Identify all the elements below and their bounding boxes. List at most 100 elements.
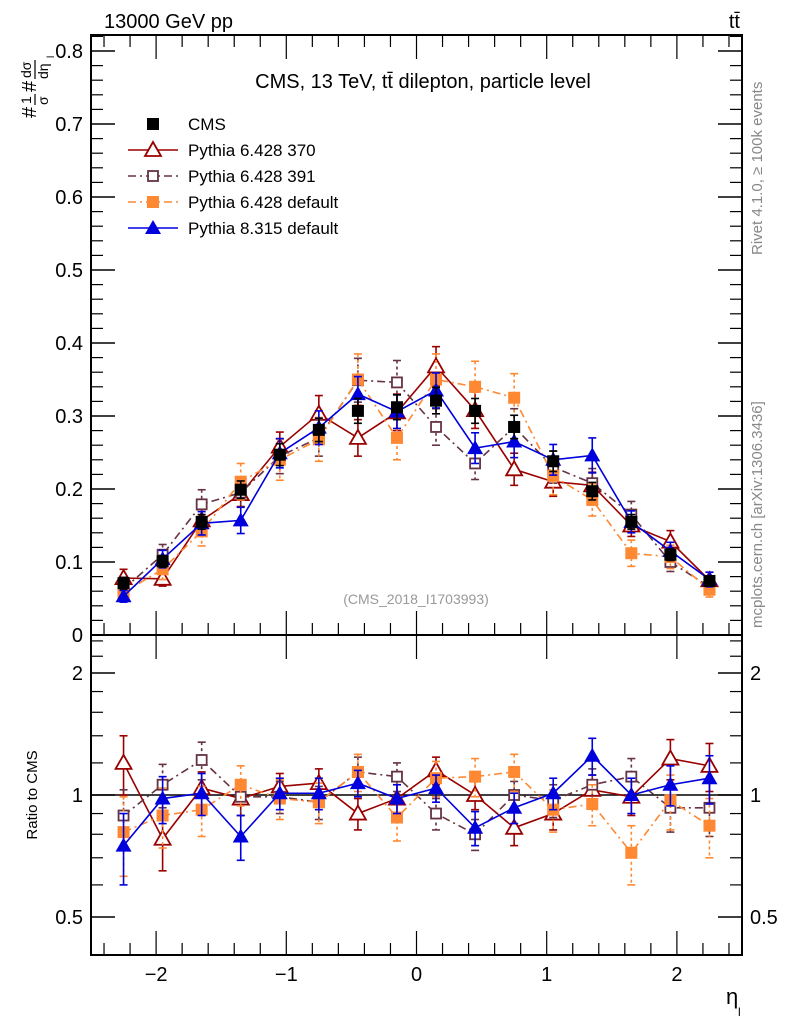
- data-point: [625, 846, 638, 859]
- analysis-tag: (CMS_2018_I1703993): [343, 591, 489, 607]
- rivet-label: Rivet 4.1.0, ≥ 100k events: [749, 82, 766, 255]
- y-axis-title-ratio: Ratio to CMS: [24, 750, 41, 839]
- ratio-series-pythia-8-315-default: [115, 737, 718, 886]
- data-point: [195, 515, 208, 528]
- svg-text:l: l: [738, 1005, 741, 1019]
- data-point: [390, 431, 403, 444]
- svg-text:σ: σ: [35, 96, 51, 105]
- data-point: [156, 555, 169, 568]
- data-point: [390, 811, 403, 824]
- legend-marker: [147, 170, 159, 182]
- data-point: [234, 778, 247, 791]
- data-point: [388, 790, 405, 805]
- data-point: [113, 753, 134, 770]
- data-point: [547, 455, 560, 468]
- x-tick-label: 1: [541, 964, 552, 986]
- x-axis-title: η l: [726, 984, 741, 1019]
- data-point: [660, 748, 680, 766]
- data-point: [154, 790, 171, 805]
- data-point: [662, 776, 679, 791]
- data-point: [193, 785, 210, 800]
- beam-label: 13000 GeV pp: [104, 11, 233, 33]
- data-point: [391, 770, 403, 783]
- data-point: [586, 798, 599, 811]
- legend-item: CMS: [147, 115, 226, 134]
- svg-text:dσ: dσ: [18, 61, 34, 78]
- data-point: [467, 819, 484, 834]
- ratio-y-tick-label: 1: [72, 785, 83, 807]
- legend-label: Pythia 6.428 370: [188, 141, 316, 160]
- data-point: [508, 391, 521, 404]
- x-tick-label: 0: [411, 964, 422, 986]
- y-axis-title-main: # 1 σ # dσ dη l: [18, 56, 57, 118]
- data-point: [430, 421, 442, 433]
- legend-marker: [147, 196, 159, 208]
- main-series-pythia-6-428-default: [117, 353, 716, 602]
- x-tick-label: −2: [145, 964, 168, 986]
- data-point: [625, 515, 638, 528]
- y-tick-label: 0.1: [55, 552, 83, 574]
- ratio-y-tick-label: 0.5: [55, 907, 83, 929]
- data-point: [469, 404, 482, 417]
- series-line: [122, 754, 710, 847]
- y-tick-label: 0.8: [55, 41, 83, 63]
- data-point: [508, 420, 521, 433]
- y-tick-label: 0.6: [55, 187, 83, 209]
- data-point: [351, 404, 364, 417]
- legend-item: Pythia 6.428 391: [128, 167, 316, 186]
- data-point: [469, 770, 482, 783]
- svg-text:l: l: [46, 56, 57, 58]
- legend-item: Pythia 6.428 370: [128, 140, 316, 160]
- data-point: [508, 765, 521, 778]
- x-tick-label: −1: [275, 964, 298, 986]
- main-series-pythia-8-315-default: [115, 372, 718, 603]
- data-point: [703, 574, 716, 587]
- y-tick-label: 0.5: [55, 260, 83, 282]
- legend-marker: [143, 140, 163, 157]
- data-point: [506, 799, 523, 814]
- ratio-y-tick-label: 2: [72, 663, 83, 685]
- svg-text:η: η: [726, 984, 738, 1009]
- data-point: [469, 380, 482, 393]
- data-point: [195, 498, 208, 511]
- data-point: [232, 828, 249, 843]
- legend-marker: [145, 220, 161, 234]
- data-point: [586, 485, 599, 498]
- mcplots-label: mcplots.cern.ch [arXiv:1306.3436]: [749, 401, 766, 628]
- data-point: [349, 775, 366, 790]
- series-line: [123, 378, 710, 594]
- data-point: [545, 785, 562, 800]
- legend-label: Pythia 6.428 default: [188, 193, 339, 212]
- y-tick-label: 0.4: [55, 333, 83, 355]
- data-point: [348, 428, 368, 445]
- ratio-y-tick-label: 1: [750, 785, 761, 807]
- data-point: [664, 548, 677, 561]
- data-point: [504, 459, 524, 477]
- series-line: [122, 389, 710, 597]
- x-tick-label: 2: [671, 964, 682, 986]
- series-line: [123, 379, 710, 590]
- data-point: [430, 394, 443, 407]
- y-tick-label: 0.2: [55, 479, 83, 501]
- data-point: [584, 747, 601, 762]
- data-point: [625, 547, 638, 560]
- data-point: [115, 837, 132, 852]
- legend-label: Pythia 6.428 391: [188, 167, 316, 186]
- svg-text:1: 1: [18, 96, 34, 104]
- svg-text:#: #: [19, 80, 41, 92]
- legend-label: CMS: [188, 115, 226, 134]
- legend-item: Pythia 8.315 default: [128, 219, 339, 238]
- legend-item: Pythia 6.428 default: [128, 193, 339, 212]
- process-label: tt̄: [729, 11, 741, 33]
- data-point: [504, 817, 524, 835]
- ratio-y-tick-label: 2: [750, 663, 761, 685]
- main-series-pythia-6-428-391: [117, 357, 716, 598]
- data-point: [115, 588, 132, 603]
- data-point: [232, 512, 249, 527]
- data-point: [234, 483, 247, 496]
- data-point: [430, 807, 442, 820]
- svg-text:dη: dη: [35, 63, 51, 79]
- data-point: [271, 785, 288, 800]
- plot-title: CMS, 13 TeV, tt̄ dilepton, particle leve…: [255, 71, 591, 93]
